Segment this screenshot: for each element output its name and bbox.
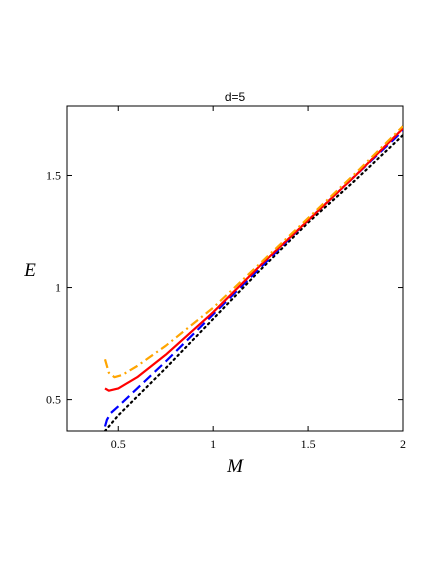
- x-axis-title: M: [226, 456, 244, 477]
- plot-area-frame: [66, 105, 404, 432]
- y-tick-label: 0.5: [46, 393, 61, 407]
- series-layer: [103, 125, 403, 431]
- x-tick-label: 1: [210, 437, 216, 451]
- x-axis-ticks: 0.5 1 1.5 2: [111, 106, 406, 451]
- series-line-1: [103, 134, 403, 431]
- y-tick-label: 1: [55, 281, 61, 295]
- x-tick-label: 1.5: [301, 437, 316, 451]
- y-axis-title: E: [23, 260, 36, 281]
- x-tick-label: 0.5: [111, 437, 126, 451]
- series-line-2: [103, 129, 403, 427]
- y-tick-label: 1.5: [46, 168, 61, 182]
- x-tick-label: 2: [400, 437, 406, 451]
- series-line-3: [104, 127, 403, 392]
- chart-title: d=5: [225, 90, 246, 104]
- y-axis-ticks: 0.5 1 1.5: [46, 168, 403, 407]
- series-line-4: [103, 125, 403, 379]
